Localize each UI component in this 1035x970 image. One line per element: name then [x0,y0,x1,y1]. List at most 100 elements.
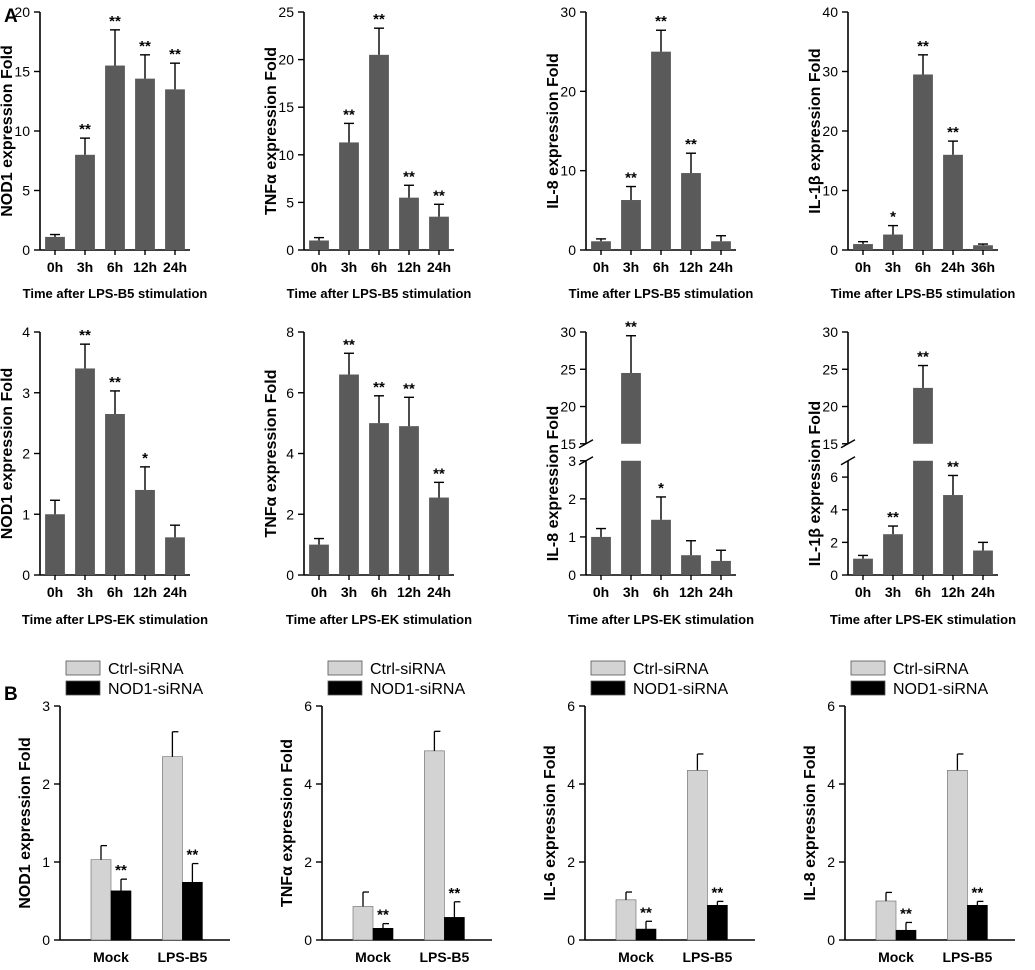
bar-24h [429,497,449,575]
bar-24h [943,154,963,250]
axis-break-mark [840,456,856,466]
x-tick-label: 6h [107,584,123,600]
bar-Mock-NOD1-siRNA [895,929,917,941]
bar-24h [711,241,731,250]
bar-12h [681,173,701,250]
legend-swatch [327,660,363,676]
x-tick-label: Mock [878,949,914,965]
chart-a2: 0 5 10 15 20 25 TNFα expression Fold Time after… [263,4,471,301]
y-tick-label: 2 [22,446,30,462]
legend-label: NOD1-siRNA [893,681,988,698]
x-axis-title: Time after LPS-EK stimulation [286,612,472,627]
significance-mark: ** [403,168,415,185]
legend-label: NOD1-siRNA [370,681,465,698]
chart-a7: 0 1 2 315 20 25 30 IL-8 expression Fold Time aft… [545,319,754,627]
bar-Mock-NOD1-siRNA [635,928,657,941]
x-tick-label: LPS-B5 [943,949,993,965]
significance-mark: ** [403,380,415,397]
chart-b1: 0 1 2 3 NOD1 expression Fold Ctrl-siRNA NOD1-s… [17,660,230,965]
y-tick-label: 2 [830,534,838,550]
legend-swatch [327,680,363,696]
significance-mark: ** [433,465,445,482]
y-tick-label: 15 [278,99,294,115]
y-tick-label: 10 [822,183,838,199]
y-tick-label: 20 [560,83,576,99]
significance-mark: ** [433,187,445,204]
bar-3h [75,368,95,575]
y-tick-label: 3 [42,698,50,714]
y-axis-title: IL-8 expression Fold [802,745,819,901]
x-tick-label: 24h [971,584,995,600]
bar-Mock-Ctrl-siRNA [352,906,374,941]
bar-12h [681,555,701,575]
significance-mark: ** [377,907,389,924]
y-tick-label: 30 [560,324,576,340]
bar-12h [135,78,155,250]
bar-0h [591,536,611,575]
bar-6h-upper [913,387,933,444]
bar-0h [853,558,873,575]
y-tick-label: 1 [568,529,576,545]
significance-mark: ** [109,374,121,391]
y-tick-label: 2 [42,776,50,792]
significance-mark: ** [139,38,151,55]
x-tick-label: 6h [653,584,669,600]
legend-swatch [590,680,626,696]
y-axis-title: IL-1β expression Fold [807,48,824,213]
chart-a1: 0 5 10 15 20 NOD1 expression Fold Time after L… [0,4,207,301]
panel-label-a: A [4,6,18,27]
x-axis-title: Time after LPS-B5 stimulation [287,286,472,301]
y-axis-title: IL-8 expression Fold [545,53,562,209]
x-tick-label: 12h [679,584,703,600]
bar-24h [165,89,185,250]
x-tick-label: 12h [397,584,421,600]
y-tick-label: 0 [830,242,838,258]
x-tick-label: 6h [371,584,387,600]
significance-mark: ** [79,327,91,344]
bar-LPS-B5-Ctrl-siRNA [947,770,968,941]
y-tick-label: 1 [22,506,30,522]
x-tick-label: 3h [885,259,901,275]
x-tick-label: 0h [593,259,609,275]
y-tick-label: 15 [822,436,838,452]
significance-mark: ** [887,509,899,526]
x-tick-label: 0h [855,259,871,275]
y-axis-title: NOD1 expression Fold [17,737,34,909]
significance-mark: * [658,480,664,497]
x-tick-label: 3h [885,584,901,600]
x-axis-title: Time after LPS-EK stimulation [568,612,754,627]
y-tick-label: 40 [822,4,838,20]
bar-Mock-Ctrl-siRNA [615,899,637,941]
y-tick-label: 4 [567,776,575,792]
significance-mark: ** [947,458,959,475]
bar-6h [651,51,671,250]
significance-mark: ** [712,884,724,901]
y-tick-label: 0 [42,932,50,948]
bar-3h-upper [621,372,641,444]
bar-12h [943,495,963,575]
y-tick-label: 30 [822,324,838,340]
legend-swatch [65,680,101,696]
legend-swatch [850,660,886,676]
y-tick-label: 0 [286,242,294,258]
bar-Mock-Ctrl-siRNA [875,900,897,941]
bar-3h [339,142,359,250]
bar-12h [399,426,419,575]
y-tick-label: 6 [286,385,294,401]
significance-mark: ** [917,38,929,55]
significance-mark: ** [187,847,199,864]
legend-label: Ctrl-siRNA [370,661,446,678]
x-tick-label: 3h [77,259,93,275]
y-tick-label: 20 [14,4,30,20]
y-tick-label: 20 [822,123,838,139]
chart-a6: 0 2 4 6 8 TNFα expression Fold Time after LPS-… [263,324,472,627]
x-tick-label: 24h [163,259,187,275]
x-tick-label: 0h [593,584,609,600]
x-tick-label: 24h [709,259,733,275]
x-tick-label: Mock [93,949,129,965]
legend-label: Ctrl-siRNA [108,661,184,678]
x-tick-label: 6h [915,259,931,275]
legend-label: NOD1-siRNA [633,681,728,698]
chart-a8: 0 2 4 6 15 20 25 30 IL-1β expression Fold Time af… [807,324,1016,627]
